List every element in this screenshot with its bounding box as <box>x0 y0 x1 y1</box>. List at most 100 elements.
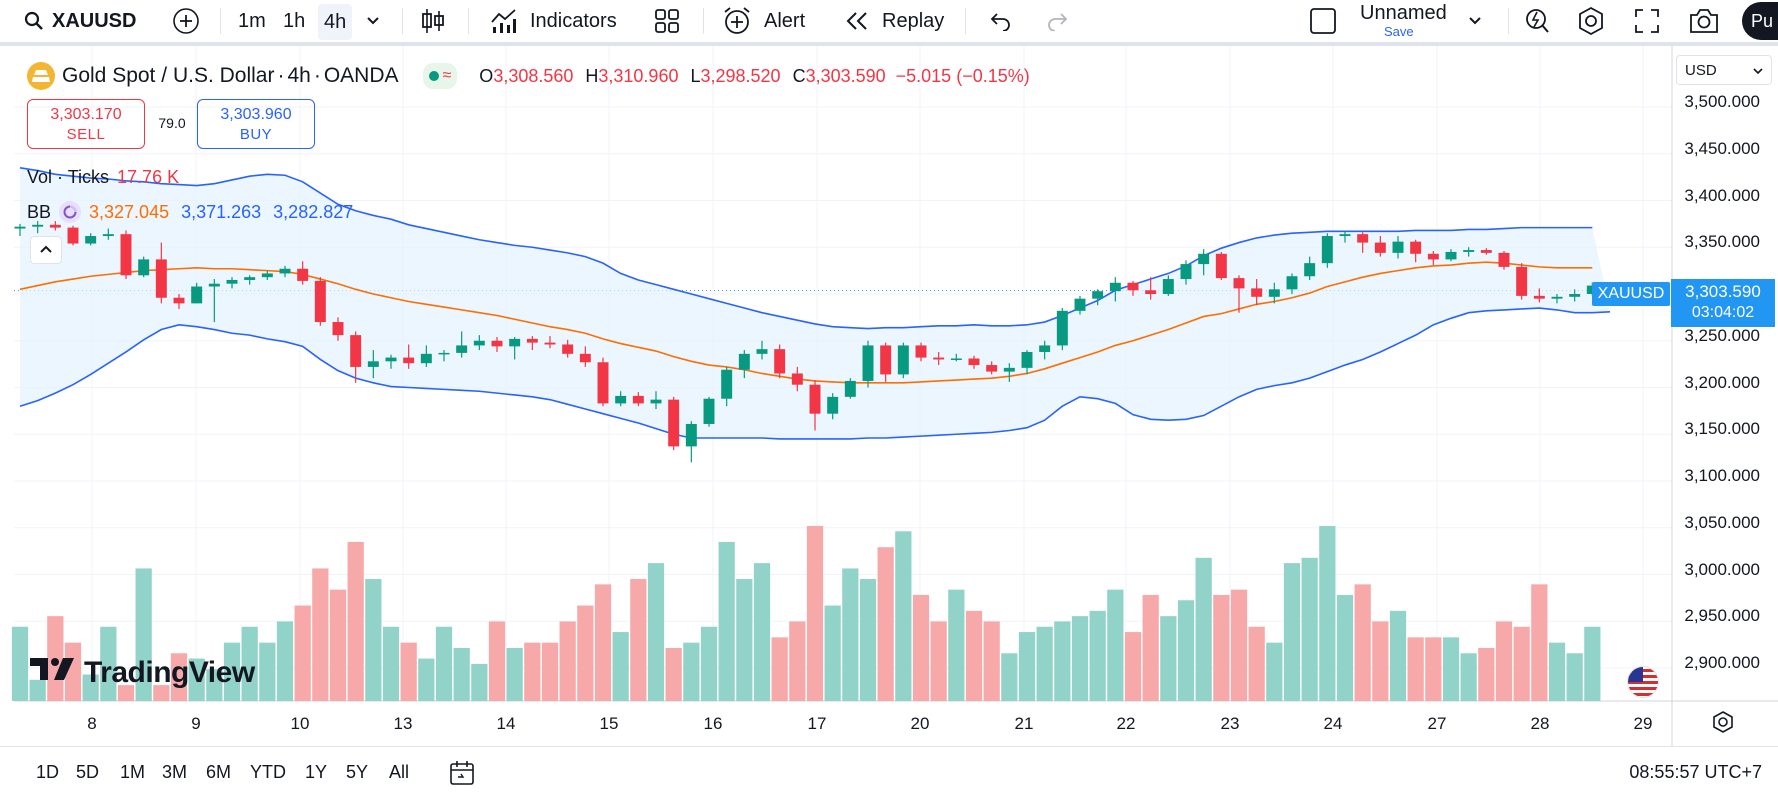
range-button[interactable]: 6M <box>206 762 231 783</box>
indicators-button[interactable]: Indicators <box>490 0 617 42</box>
volume-bar <box>1249 627 1265 701</box>
sell-button[interactable]: 3,303.170 SELL <box>27 99 145 149</box>
chart-pane[interactable]: Gold Spot / U.S. Dollar · 4h · OANDA ≈ O… <box>0 46 1778 746</box>
candle-body <box>368 361 379 367</box>
symbol-legend[interactable]: Gold Spot / U.S. Dollar · 4h · OANDA ≈ O… <box>27 61 1034 91</box>
candle-body <box>1269 289 1280 296</box>
range-button[interactable]: 3M <box>162 762 187 783</box>
volume-bar <box>1514 627 1530 701</box>
bollinger-legend[interactable]: BB 3,327.045 3,371.263 3,282.827 <box>27 198 353 226</box>
volume-bar <box>1408 637 1424 701</box>
volume-bar <box>454 648 470 701</box>
volume-bar <box>1090 611 1106 701</box>
price-axis-label: 3,250.000 <box>1684 326 1760 346</box>
settings-button[interactable] <box>1576 0 1606 42</box>
range-button[interactable]: All <box>389 762 409 783</box>
save-label[interactable]: Save <box>1384 24 1414 39</box>
volume-bar <box>1019 632 1035 701</box>
candle-body <box>704 399 715 424</box>
timeframe-dropdown[interactable] <box>366 0 380 42</box>
quick-search-button[interactable] <box>1522 0 1550 42</box>
range-button[interactable]: 1D <box>36 762 59 783</box>
volume-bar <box>1001 653 1017 701</box>
undo-button[interactable] <box>988 0 1012 42</box>
time-axis-label: 15 <box>600 714 619 734</box>
volume-bar <box>330 590 346 701</box>
wave-icon: ≈ <box>443 67 452 85</box>
tradingview-logo[interactable]: TradingView <box>30 656 255 690</box>
volume-bar <box>1178 600 1194 701</box>
ohlc-high: H3,310.960 <box>585 66 678 87</box>
candle-body <box>1004 368 1015 372</box>
legend-symbol-part: U.S. Dollar <box>173 64 275 88</box>
indicator-templates-button[interactable] <box>654 0 680 42</box>
redo-button[interactable] <box>1046 0 1070 42</box>
candle-body <box>633 396 644 403</box>
time-axis-label: 24 <box>1324 714 1343 734</box>
last-price-value: 3,303.590 <box>1671 282 1775 302</box>
volume-legend[interactable]: Vol · Ticks 17.76 K <box>27 164 179 190</box>
candle-body <box>262 273 273 277</box>
candle-body <box>757 349 768 354</box>
ohlc-change: −5.015 (−0.15%) <box>896 66 1030 87</box>
volume-bar <box>401 643 417 701</box>
buy-button[interactable]: 3,303.960 BUY <box>197 99 315 149</box>
candle-body <box>986 365 997 372</box>
gold-bar-icon <box>27 62 55 90</box>
market-status-pill[interactable]: ≈ <box>423 63 458 89</box>
volume-bar <box>295 606 311 701</box>
price-axis-label: 3,050.000 <box>1684 513 1760 533</box>
date-range-button[interactable] <box>448 759 476 792</box>
volume-bar <box>1355 584 1371 701</box>
sell-label: SELL <box>28 126 144 143</box>
compare-symbol-button[interactable] <box>172 0 200 42</box>
us-flag-icon[interactable] <box>1627 666 1659 698</box>
range-button[interactable]: 1M <box>120 762 145 783</box>
candle-body <box>1251 288 1262 296</box>
candle-body <box>792 373 803 384</box>
range-button[interactable]: 1Y <box>305 762 327 783</box>
time-axis-settings-button[interactable] <box>1711 710 1735 739</box>
layout-dropdown[interactable] <box>1468 0 1482 42</box>
fullscreen-button[interactable] <box>1634 0 1660 42</box>
symbol-search-button[interactable]: XAUUSD <box>24 0 136 42</box>
price-axis-label: 3,500.000 <box>1684 92 1760 112</box>
volume-bar <box>1319 526 1335 701</box>
candle-body <box>1569 294 1580 297</box>
candle-body <box>880 345 891 374</box>
range-button[interactable]: YTD <box>250 762 286 783</box>
candle-body <box>1181 264 1192 279</box>
candle-body <box>969 359 980 366</box>
volume-bar <box>595 584 611 701</box>
replay-button[interactable]: Replay <box>844 0 944 42</box>
candle-body <box>386 358 397 362</box>
volume-bar <box>524 643 540 701</box>
clock-timezone[interactable]: 08:55:57 UTC+7 <box>1629 762 1762 783</box>
candle <box>898 343 909 379</box>
time-axis-label: 22 <box>1117 714 1136 734</box>
volume-bar <box>1425 637 1441 701</box>
redo-icon <box>1046 11 1070 31</box>
publish-button[interactable]: Pu <box>1742 2 1778 40</box>
collapse-legend-button[interactable] <box>30 236 62 264</box>
timeframe-1m[interactable]: 1m <box>238 0 266 42</box>
layout-button[interactable] <box>1309 0 1337 42</box>
currency-select[interactable]: USD <box>1676 55 1772 85</box>
snapshot-button[interactable] <box>1688 0 1720 42</box>
range-button[interactable]: 5Y <box>346 762 368 783</box>
price-axis-label: 2,900.000 <box>1684 653 1760 673</box>
price-chart[interactable] <box>0 46 1778 746</box>
range-button[interactable]: 5D <box>76 762 99 783</box>
candle-body <box>580 354 591 362</box>
volume-bar <box>365 579 381 701</box>
candle-body <box>1410 242 1421 254</box>
volume-bar <box>860 579 876 701</box>
timeframe-1h[interactable]: 1h <box>283 0 305 42</box>
candle-body <box>1357 234 1368 242</box>
volume-bar <box>1037 627 1053 701</box>
candle-body <box>1075 299 1086 311</box>
volume-bar <box>1302 558 1318 701</box>
chart-type-button[interactable] <box>420 0 446 42</box>
alert-button[interactable]: Alert <box>722 0 805 42</box>
timeframe-4h[interactable]: 4h <box>318 4 352 40</box>
